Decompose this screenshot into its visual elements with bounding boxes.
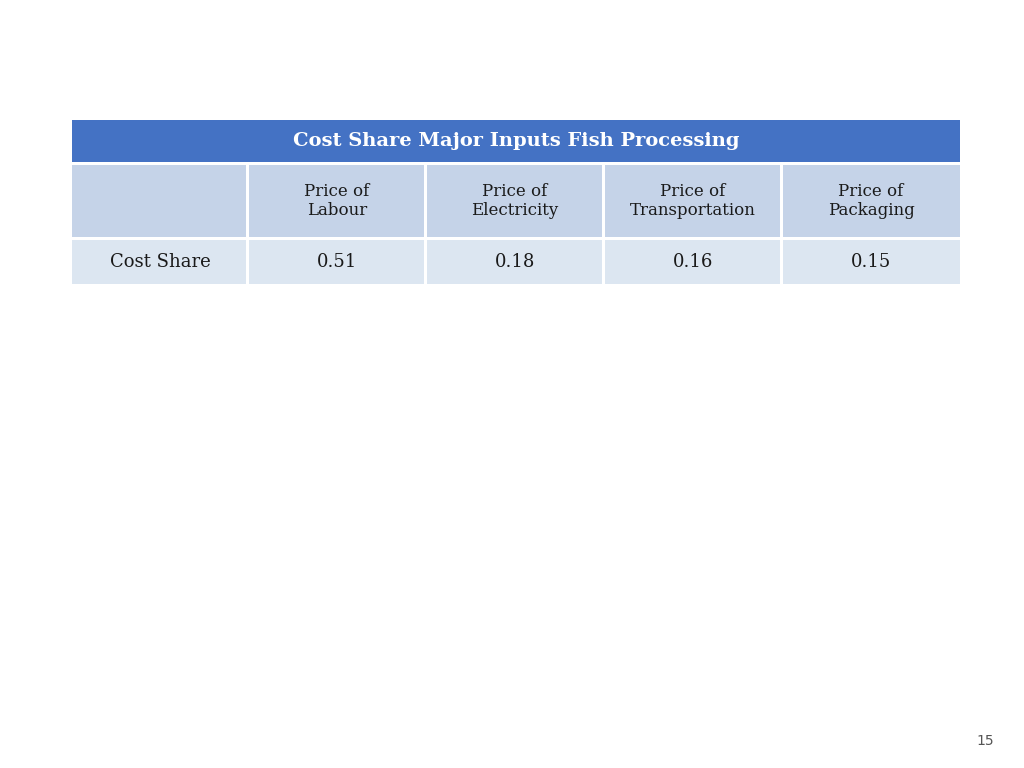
Bar [72, 120, 961, 162]
Text: Cost Share: Cost Share [110, 253, 210, 271]
Text: 0.51: 0.51 [316, 253, 357, 271]
Bar [247, 240, 249, 284]
Bar [72, 165, 961, 237]
Text: 0.15: 0.15 [851, 253, 891, 271]
Bar [424, 165, 427, 237]
Bar [602, 165, 605, 237]
Text: Price of
Electricity: Price of Electricity [471, 183, 558, 220]
Text: 0.18: 0.18 [495, 253, 536, 271]
Bar [72, 237, 961, 240]
Text: Cost Share Major Inputs Fish Processing: Cost Share Major Inputs Fish Processing [293, 132, 739, 150]
Bar [72, 284, 961, 287]
Bar [780, 240, 783, 284]
Bar [602, 240, 605, 284]
Bar [247, 165, 249, 237]
Text: 0.16: 0.16 [673, 253, 713, 271]
Text: Price of
Labour: Price of Labour [304, 183, 370, 220]
Bar [780, 165, 783, 237]
Bar [424, 240, 427, 284]
Text: Price of
Transportation: Price of Transportation [630, 183, 756, 220]
Bar [72, 240, 961, 284]
Text: Price of
Packaging: Price of Packaging [827, 183, 914, 220]
Bar [72, 162, 961, 165]
Text: 15: 15 [976, 734, 994, 748]
